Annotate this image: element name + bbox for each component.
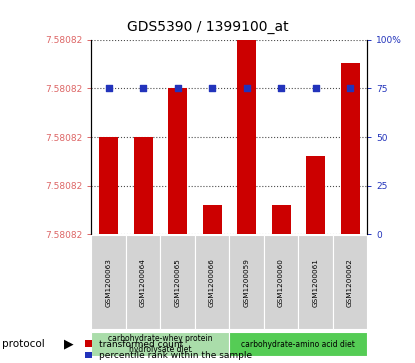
FancyBboxPatch shape (298, 235, 332, 329)
Text: GSM1200060: GSM1200060 (278, 258, 284, 307)
Text: GSM1200066: GSM1200066 (209, 258, 215, 307)
Bar (341, 63, 359, 234)
FancyBboxPatch shape (264, 235, 298, 329)
Text: GSM1200059: GSM1200059 (244, 258, 249, 307)
Text: carbohydrate-amino acid diet: carbohydrate-amino acid diet (242, 340, 355, 348)
Point (140, 86, 146, 91)
Point (209, 86, 215, 91)
Text: GDS5390 / 1399100_at: GDS5390 / 1399100_at (127, 20, 288, 34)
Text: GSM1200064: GSM1200064 (140, 258, 146, 307)
FancyBboxPatch shape (195, 235, 229, 329)
Bar (271, 205, 290, 234)
Text: ▶: ▶ (63, 338, 73, 351)
Bar (99, 137, 118, 234)
Bar (237, 40, 256, 234)
Text: GSM1200061: GSM1200061 (312, 258, 319, 307)
Bar (168, 89, 187, 234)
Text: GSM1200062: GSM1200062 (347, 258, 353, 307)
Point (105, 86, 112, 91)
FancyBboxPatch shape (229, 332, 367, 356)
FancyBboxPatch shape (161, 235, 195, 329)
FancyBboxPatch shape (229, 235, 264, 329)
Legend: transformed count, percentile rank within the sample: transformed count, percentile rank withi… (85, 340, 252, 360)
Bar (306, 156, 325, 234)
Point (243, 86, 250, 91)
Point (312, 86, 319, 91)
Text: GSM1200065: GSM1200065 (175, 258, 181, 307)
FancyBboxPatch shape (91, 332, 229, 356)
Text: protocol: protocol (2, 339, 45, 349)
FancyBboxPatch shape (126, 235, 160, 329)
Point (278, 86, 284, 91)
Point (347, 86, 353, 91)
Bar (134, 137, 153, 234)
Text: carbohydrate-whey protein
hydrolysate diet: carbohydrate-whey protein hydrolysate di… (108, 334, 212, 354)
Bar (203, 205, 222, 234)
Text: GSM1200063: GSM1200063 (105, 258, 112, 307)
FancyBboxPatch shape (333, 235, 367, 329)
FancyBboxPatch shape (91, 235, 126, 329)
Point (174, 86, 181, 91)
